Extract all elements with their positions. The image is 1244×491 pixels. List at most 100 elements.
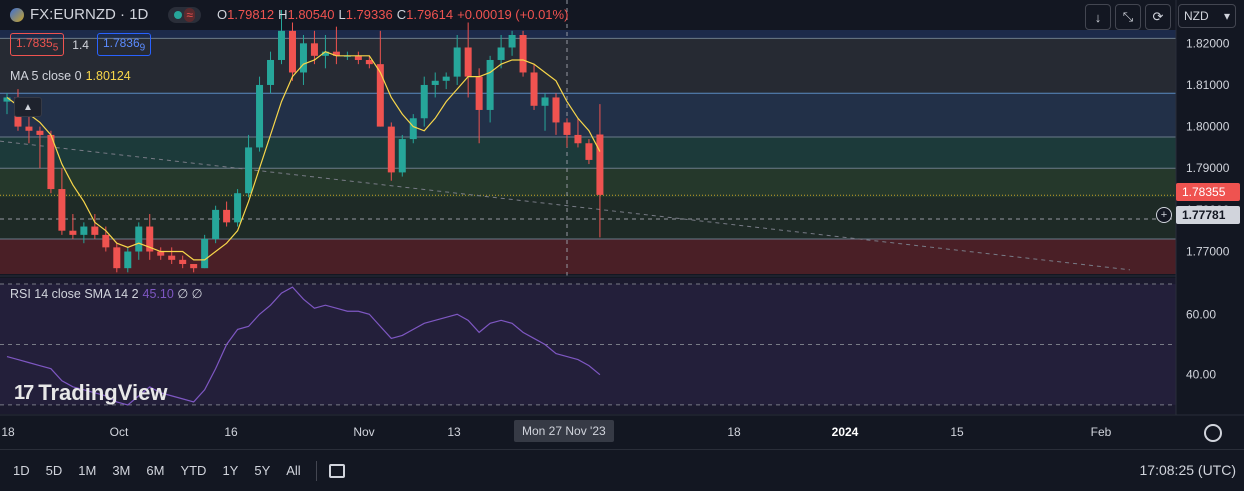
spread-value: 1.4 <box>72 37 89 52</box>
range-5d[interactable]: 5D <box>45 463 63 478</box>
candle-body <box>299 43 307 73</box>
candle-body <box>574 134 582 144</box>
candle-body <box>409 118 417 140</box>
candle-body <box>25 126 33 131</box>
candle-body <box>179 259 187 265</box>
candle-body <box>552 97 560 123</box>
candle-body <box>124 251 132 269</box>
rsi-tick-label: 40.00 <box>1186 368 1216 382</box>
bottom-toolbar: 1D 5D 1M 3M 6M YTD 1Y 5Y All 17:08:25 (U… <box>0 449 1244 491</box>
clock[interactable]: 17:08:25 (UTC) <box>1139 462 1236 478</box>
gear-icon[interactable] <box>1204 424 1222 442</box>
candle-body <box>486 59 494 110</box>
candle-body <box>201 239 209 269</box>
candle-body <box>497 47 505 60</box>
candle-body <box>135 226 143 252</box>
candle-body <box>223 209 231 223</box>
candle-body <box>354 55 362 60</box>
chart-toolbar: ↓ ⤡ ⟳ <box>1085 4 1171 30</box>
candle-body <box>332 51 340 56</box>
sell-button[interactable]: 1.78355 <box>10 33 65 57</box>
time-tick-label: 18 <box>1 425 15 439</box>
candle-body <box>398 139 406 173</box>
ma-legend[interactable]: MA 5 close 0 1.80124 <box>10 69 131 83</box>
candle-body <box>256 84 264 148</box>
divider <box>315 460 317 481</box>
time-tick-label: 16 <box>224 425 238 439</box>
legend-header: FX:EURNZD · 1D ≈ O1.79812 H1.80540 L1.79… <box>10 6 568 23</box>
rsi-legend[interactable]: RSI 14 close SMA 14 2 45.10 ∅ ∅ <box>10 287 203 301</box>
range-1m[interactable]: 1M <box>78 463 97 478</box>
fullscreen-icon[interactable]: ⟳ <box>1145 4 1171 30</box>
candle-body <box>80 226 88 235</box>
candle-body <box>387 126 395 173</box>
band-0 <box>0 30 1176 39</box>
candle-body <box>321 51 329 56</box>
arrow-down-icon[interactable]: ↓ <box>1085 4 1111 30</box>
range-all[interactable]: All <box>286 463 301 478</box>
market-status-pill[interactable]: ≈ <box>168 6 201 23</box>
candle-body <box>442 76 450 81</box>
candle-body <box>234 193 242 223</box>
range-6m[interactable]: 6M <box>146 463 165 478</box>
candle-body <box>288 30 296 73</box>
chevron-down-icon: ▾ <box>1223 9 1230 23</box>
candle-body <box>157 251 165 256</box>
candle-body <box>278 30 285 60</box>
candle-body <box>190 264 198 269</box>
buy-button[interactable]: 1.78369 <box>96 33 152 57</box>
candle-body <box>431 80 439 85</box>
band-1 <box>0 38 1176 94</box>
range-ytd[interactable]: YTD <box>180 463 207 478</box>
collapse-legend-button[interactable]: ▲ <box>14 97 42 117</box>
band-5 <box>0 197 1176 240</box>
candle-body <box>102 234 110 248</box>
time-tick-label: 18 <box>727 425 741 439</box>
currency-flag-icon <box>10 7 24 22</box>
band-6 <box>0 239 1176 274</box>
range-1d[interactable]: 1D <box>13 463 30 478</box>
tradingview-watermark: 17 TradingView <box>14 380 168 405</box>
candle-body <box>3 97 11 102</box>
ohlc-values: O1.79812 H1.80540 L1.79336 C1.79614 +0.0… <box>216 7 569 22</box>
current-price-label: 1.78355 <box>1176 183 1240 201</box>
time-tick-label: 15 <box>950 425 964 439</box>
candle-body <box>47 134 55 190</box>
candle-body <box>376 64 384 127</box>
candle-body <box>508 34 516 48</box>
add-alert-plus-icon[interactable]: + <box>1156 207 1172 223</box>
time-axis: 18 Oct 16 Nov 13 18 2024 15 Feb <box>0 414 1244 439</box>
crosshair-price-label: 1.77781 <box>1176 206 1240 224</box>
candle-body <box>168 255 176 260</box>
candle-body <box>267 59 275 85</box>
candle-body <box>563 122 571 135</box>
rsi-line <box>6 286 601 406</box>
candle-body <box>585 143 593 160</box>
ma-line <box>6 50 601 261</box>
calendar-icon[interactable] <box>328 463 345 478</box>
bid-ask-boxes: 1.78355 1.4 1.78369 <box>10 33 152 57</box>
candle-body <box>475 76 483 110</box>
time-tick-label: 2024 <box>832 425 859 439</box>
time-tick-label: Nov <box>353 425 374 439</box>
candle-body <box>541 97 549 106</box>
price-tick-label: 1.77000 <box>1186 245 1230 259</box>
price-tick-label: 1.82000 <box>1186 36 1230 50</box>
candle-body <box>310 43 318 56</box>
range-1y[interactable]: 1Y <box>222 463 239 478</box>
range-5y[interactable]: 5Y <box>254 463 271 478</box>
time-tick-label: 13 <box>447 425 461 439</box>
candle-body <box>365 59 373 65</box>
collapse-icon[interactable]: ⤡ <box>1115 4 1141 30</box>
price-tick-label: 1.80000 <box>1186 120 1230 134</box>
time-tick-label: Oct <box>110 425 129 439</box>
symbol-title[interactable]: FX:EURNZD · 1D <box>30 6 149 23</box>
candle-body <box>146 226 154 252</box>
range-3m[interactable]: 3M <box>112 463 131 478</box>
wave-icon: ≈ <box>184 7 195 22</box>
candle-body <box>420 84 428 119</box>
candle-body <box>36 130 44 135</box>
market-open-dot-icon <box>174 10 183 19</box>
currency-select[interactable]: NZD ▾ <box>1178 4 1236 28</box>
